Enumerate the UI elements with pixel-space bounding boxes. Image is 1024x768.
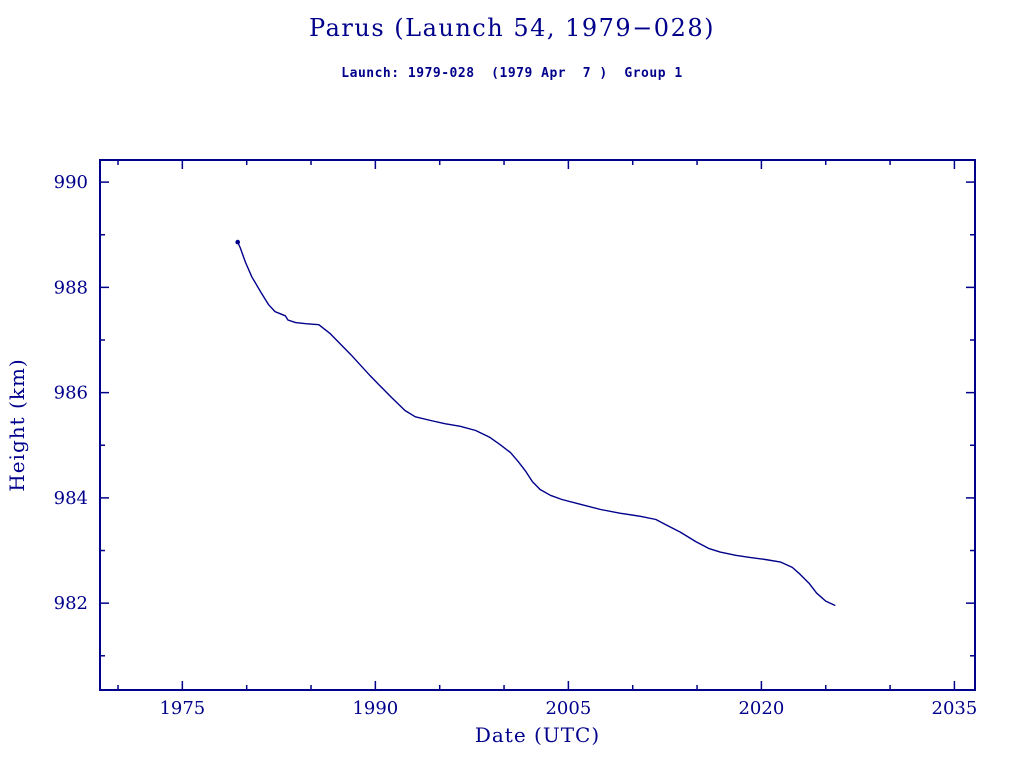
x-tick-label: 2020 <box>738 698 784 719</box>
y-axis-label: Height (km) <box>5 358 29 491</box>
height-series-line <box>236 241 836 606</box>
x-tick-label: 1990 <box>352 698 398 719</box>
x-tick-label: 1975 <box>159 698 205 719</box>
y-tick-label: 982 <box>54 593 88 614</box>
series-start-marker <box>235 239 240 245</box>
chart-title: Parus (Launch 54, 1979−028) <box>309 14 715 42</box>
y-tick-label: 990 <box>54 172 88 193</box>
x-tick-label: 2035 <box>932 698 978 719</box>
x-tick-label: 2005 <box>545 698 591 719</box>
y-tick-label: 988 <box>54 277 88 298</box>
x-axis-label: Date (UTC) <box>475 723 600 747</box>
y-tick-label: 984 <box>54 488 88 509</box>
chart-subtitle: Launch: 1979-028 (1979 Apr 7 ) Group 1 <box>341 66 683 81</box>
plot-frame <box>99 159 976 691</box>
y-tick-label: 986 <box>54 383 88 404</box>
